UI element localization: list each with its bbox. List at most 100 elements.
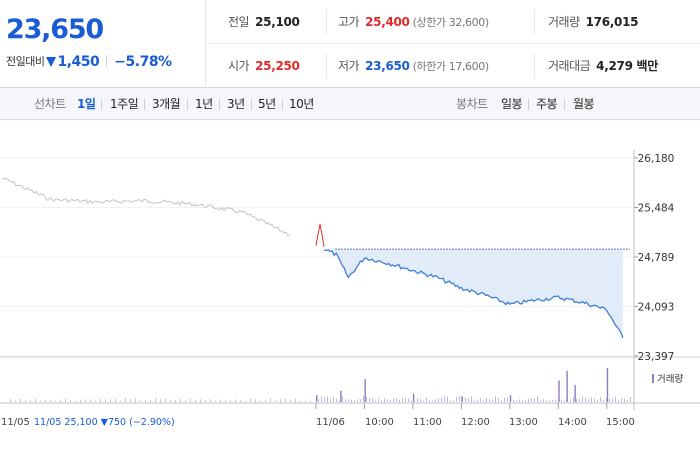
volume-bar: [305, 400, 306, 402]
volume-bar: [555, 399, 556, 402]
high-field: 고가 25,400 (상한가 32,600): [338, 0, 489, 44]
volume-bar: [345, 399, 346, 402]
volume-bar: [80, 399, 81, 402]
candle-daily-button[interactable]: 일봉: [501, 97, 523, 111]
volume-bar: [65, 398, 66, 402]
intraday-area-fill: [324, 249, 623, 338]
volume-bar: [402, 398, 403, 402]
low-field: 저가 23,650 (하한가 17,600): [338, 44, 489, 88]
volume-bar: [509, 395, 512, 402]
volume-bar: [387, 399, 388, 402]
volume-bar: [603, 399, 604, 402]
change-divider: [106, 55, 108, 67]
high-label: 고가: [338, 15, 360, 29]
volume-bar: [591, 397, 592, 402]
prev-close-value: 25,100: [255, 15, 300, 29]
field-divider: [326, 10, 327, 34]
period-1y-button[interactable]: 1년: [195, 97, 213, 111]
period-10y-button[interactable]: 10년: [289, 97, 314, 111]
period-3m-button[interactable]: 3개월: [152, 97, 181, 111]
volume-bar: [435, 399, 436, 402]
volume-bar: [316, 395, 318, 402]
period-1d-button[interactable]: 1일: [77, 97, 96, 111]
quote-row-1: 전일 25,100 고가 25,400 (상한가 32,600) 거래량 176,015: [206, 0, 700, 44]
volume-bar: [408, 398, 409, 402]
volume-bar: [609, 398, 610, 402]
volume-bar: [10, 398, 11, 402]
volume-bar: [507, 397, 508, 402]
volume-bar: [441, 397, 442, 402]
price-tick-marks: [634, 157, 638, 357]
volume-bar: [411, 400, 412, 402]
volume-bar: [235, 399, 236, 402]
volume-bar: [35, 398, 36, 402]
period-divider: [187, 99, 188, 110]
volume-bar: [165, 398, 166, 402]
volume-bar: [135, 398, 136, 402]
volume-bar: [444, 396, 445, 402]
volume-bar: [570, 399, 571, 402]
volume-bar: [528, 398, 529, 402]
volume-bar: [585, 397, 586, 402]
volume-bar: [100, 398, 101, 402]
volume-bar: [519, 399, 520, 402]
volume-bar: [210, 399, 211, 402]
volume-bar: [615, 396, 616, 402]
volume-bar: [606, 397, 607, 402]
x-tick-label: 13:00: [509, 417, 538, 428]
volume-label: 거래량: [548, 15, 580, 29]
volume-bar: [516, 400, 517, 402]
volume-bar: [195, 399, 196, 402]
volume-bar: [185, 400, 186, 402]
candle-weekly-button[interactable]: 주봉: [536, 97, 558, 111]
volume-bar: [285, 399, 286, 402]
volume-bar: [438, 398, 439, 402]
x-tick-label: 14:00: [558, 417, 587, 428]
volume-bar: [90, 399, 91, 402]
period-3y-button[interactable]: 3년: [227, 97, 245, 111]
volume-bar: [340, 390, 342, 402]
volume-bar: [321, 396, 322, 402]
volume-bar: [621, 398, 622, 402]
volume-bar: [378, 398, 379, 402]
open-field: 시가 25,250: [228, 44, 300, 88]
volume-bar: [540, 400, 541, 402]
volume-bar: [230, 400, 231, 402]
volume-bar: [357, 399, 358, 402]
volume-bar: [483, 400, 484, 402]
candle-chart-label: 봉차트: [456, 97, 488, 111]
candle-monthly-button[interactable]: 월봉: [573, 97, 595, 111]
period-divider: [101, 99, 102, 110]
volume-bar: [180, 398, 181, 402]
volume-bar: [336, 398, 337, 402]
reference-info-label: 11/05 25,100 ▼750 (−2.90%): [34, 417, 175, 428]
period-1w-button[interactable]: 1주일: [110, 97, 139, 111]
low-label: 저가: [338, 59, 360, 73]
volume-bar: [372, 398, 373, 402]
volume-bar: [459, 396, 460, 402]
volume-bar: [573, 396, 574, 402]
volume-bar: [339, 400, 340, 402]
quote-summary: 23,650 전일대비 1,450 −5.78% 전일 25,100 고가 25,400…: [0, 0, 700, 88]
volume-bar: [342, 396, 343, 402]
price-chart[interactable]: 26,180 25,484 24,789 24,093 23,397 거래량 1…: [0, 120, 700, 450]
volume-bar: [486, 397, 487, 402]
volume-bar: [327, 396, 328, 402]
volume-bar: [606, 368, 609, 402]
volume-bar: [420, 398, 421, 402]
volume-bar: [504, 397, 505, 402]
field-divider: [534, 10, 535, 34]
volume-bar: [384, 398, 385, 402]
volume-bar: [25, 400, 26, 402]
volume-bar: [375, 400, 376, 402]
volume-bar: [30, 399, 31, 402]
trade-value-label: 거래대금: [548, 59, 591, 73]
period-5y-button[interactable]: 5년: [258, 97, 276, 111]
volume-bar: [150, 399, 151, 402]
previous-day-line: [1, 177, 291, 237]
volume-bar: [552, 400, 553, 402]
volume-bar: [426, 397, 427, 402]
volume-bar: [55, 400, 56, 402]
volume-bar: [432, 400, 433, 402]
volume-bar: [190, 398, 191, 402]
